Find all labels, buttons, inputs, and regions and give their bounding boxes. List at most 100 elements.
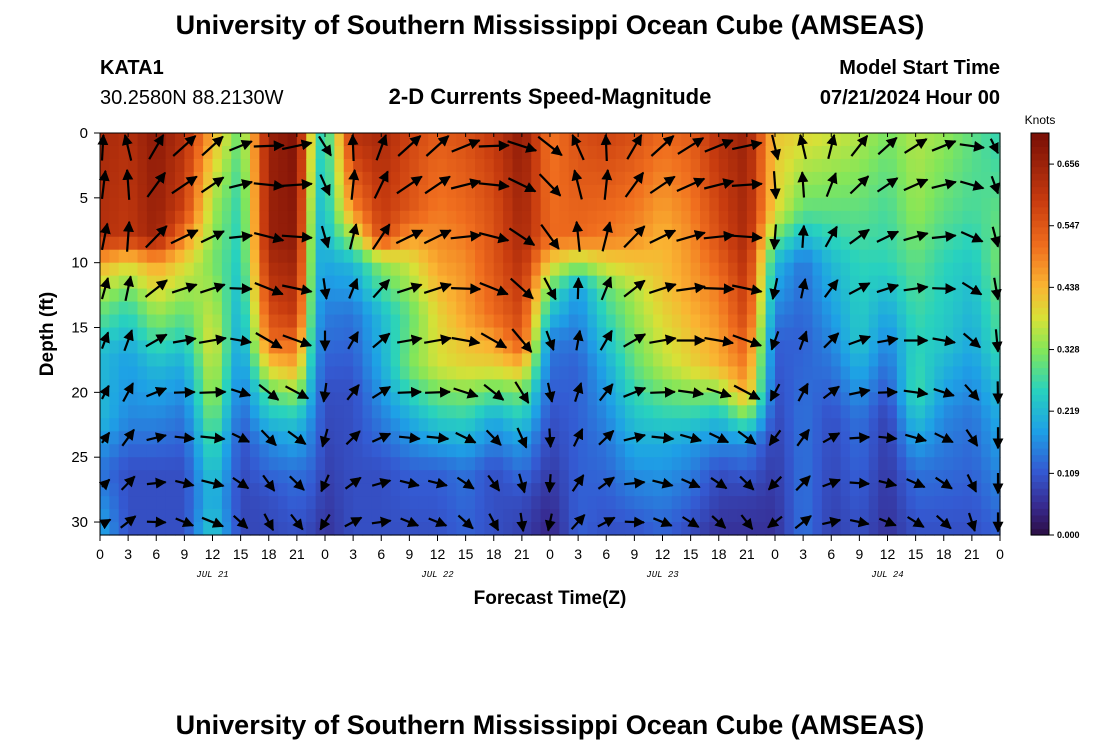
heatmap-cell — [221, 470, 232, 484]
current-vector — [932, 283, 957, 295]
heatmap-cell — [587, 470, 598, 484]
heatmap-cell — [428, 366, 439, 380]
heatmap-cell — [512, 145, 523, 160]
current-vector — [146, 516, 167, 528]
heatmap-cell — [409, 444, 420, 458]
heatmap-cell — [156, 301, 167, 316]
heatmap-cell — [981, 171, 992, 186]
heatmap-cell — [662, 210, 673, 225]
heatmap-cell — [934, 405, 945, 419]
heatmap-cell — [962, 522, 973, 536]
heatmap-cell — [334, 509, 345, 523]
heatmap-cell — [231, 470, 242, 484]
heatmap-cell — [915, 522, 926, 536]
heatmap-cell — [784, 509, 795, 523]
heatmap-cell — [709, 197, 720, 212]
heatmap-cell — [240, 197, 251, 212]
heatmap-cell — [681, 522, 692, 536]
heatmap-cell — [578, 275, 589, 290]
current-vector — [348, 168, 360, 200]
heatmap-cell — [287, 483, 298, 497]
heatmap-cell — [840, 496, 851, 510]
current-vector — [483, 383, 505, 401]
heatmap-cell — [962, 236, 973, 251]
heatmap-cell — [990, 522, 1001, 536]
heatmap-cell — [756, 379, 767, 393]
heatmap-cell — [250, 340, 260, 355]
heatmap-cell — [296, 236, 307, 251]
heatmap-cell — [962, 275, 973, 290]
heatmap-cell — [409, 145, 420, 160]
heatmap-cell — [934, 522, 945, 536]
heatmap-cell — [568, 379, 579, 393]
heatmap-cell — [606, 509, 617, 523]
heatmap-cell — [278, 249, 289, 264]
heatmap-cell — [146, 509, 157, 523]
heatmap-cell — [859, 184, 870, 199]
heatmap-cell — [128, 418, 139, 432]
heatmap-cell — [718, 366, 729, 380]
heatmap-cell — [868, 418, 879, 432]
heatmap-cell — [325, 133, 335, 147]
heatmap-cell — [250, 353, 260, 368]
heatmap-cell — [718, 470, 729, 484]
heatmap-cell — [643, 379, 654, 393]
heatmap-cell — [362, 184, 373, 199]
heatmap-cell — [428, 288, 439, 303]
colorbar-segment — [1031, 186, 1049, 194]
heatmap-cell — [531, 210, 542, 225]
heatmap-cell — [193, 145, 204, 160]
colorbar-segment — [1031, 401, 1049, 409]
heatmap-cell — [662, 288, 673, 303]
heatmap-cell — [756, 327, 767, 342]
current-vector — [822, 432, 841, 444]
heatmap-cell — [184, 496, 195, 510]
heatmap-cell — [803, 444, 814, 458]
heatmap-cell — [137, 327, 148, 342]
heatmap-cell — [343, 379, 354, 393]
heatmap-cell — [531, 483, 542, 497]
colorbar-segment — [1031, 340, 1049, 348]
heatmap-cell — [418, 262, 429, 277]
heatmap-cell — [625, 158, 635, 173]
colorbar-segment — [1031, 146, 1049, 154]
heatmap-cell — [887, 353, 898, 368]
heatmap-cell — [109, 431, 120, 445]
heatmap-cell — [503, 366, 514, 380]
heatmap-cell — [578, 353, 589, 368]
current-vector — [427, 477, 448, 489]
heatmap-cell — [887, 444, 898, 458]
heatmap-cell — [953, 133, 964, 147]
heatmap-cell — [812, 457, 823, 471]
heatmap-cell — [390, 379, 401, 393]
heatmap-cell — [400, 236, 410, 251]
heatmap-cell — [615, 262, 626, 277]
heatmap-cell — [737, 288, 748, 303]
heatmap-cell — [353, 457, 364, 471]
heatmap-cell — [212, 236, 223, 251]
heatmap-cell — [184, 288, 195, 303]
heatmap-cell — [925, 158, 935, 173]
heatmap-cell — [784, 210, 795, 225]
heatmap-cell — [943, 353, 954, 368]
current-vector — [319, 382, 331, 403]
heatmap-cell — [643, 158, 654, 173]
heatmap-cell — [437, 509, 448, 523]
heatmap-cell — [306, 340, 317, 355]
heatmap-cell — [325, 197, 335, 212]
heatmap-cell — [756, 249, 767, 264]
heatmap-cell — [784, 340, 795, 355]
heatmap-cell — [456, 133, 467, 147]
heatmap-cell — [700, 444, 710, 458]
heatmap-cell — [465, 288, 476, 303]
heatmap-cell — [606, 236, 617, 251]
heatmap-cell — [765, 418, 776, 432]
heatmap-cell — [831, 470, 842, 484]
heatmap-cell — [878, 483, 889, 497]
current-vector — [319, 428, 331, 448]
heatmap-cell — [662, 314, 673, 329]
heatmap-cell — [756, 314, 767, 329]
heatmap-cell — [484, 249, 495, 264]
heatmap-cell — [981, 353, 992, 368]
heatmap-cell — [671, 249, 682, 264]
